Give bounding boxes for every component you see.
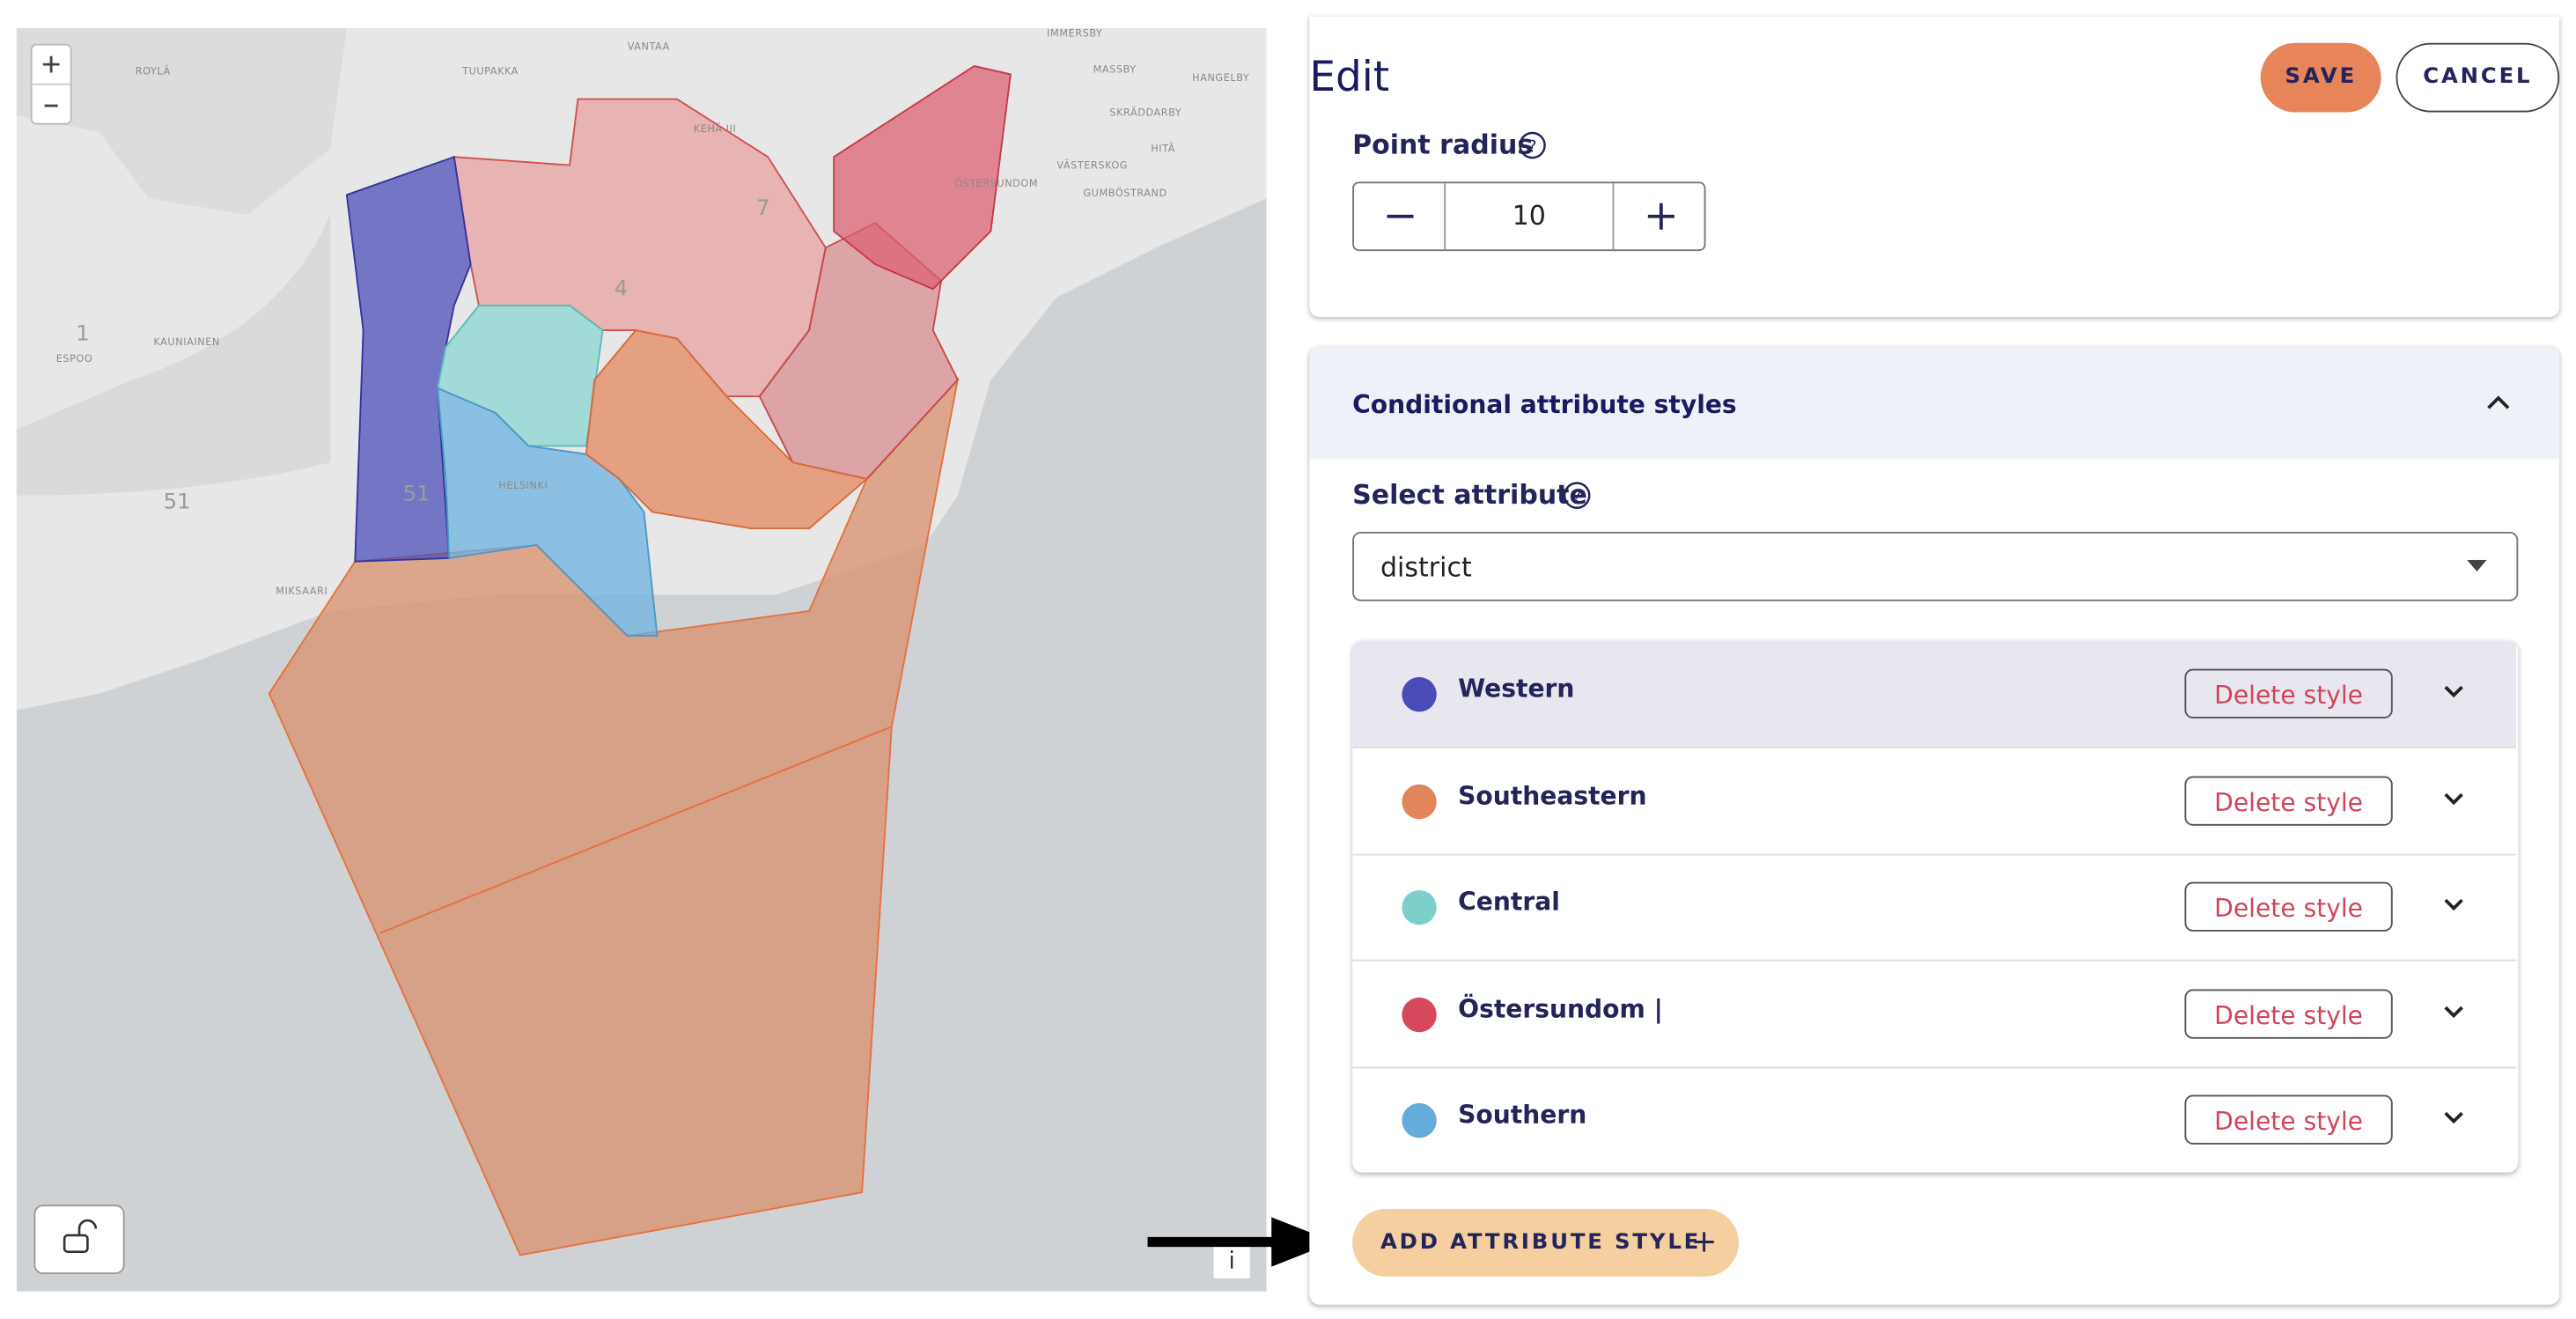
road-label: 4	[615, 276, 629, 301]
place-label: ESPOO	[56, 353, 93, 365]
section-title: Conditional attribute styles	[1352, 389, 1737, 420]
style-row[interactable]: Southeastern Delete style	[1352, 748, 2517, 855]
save-button[interactable]: SAVE	[2260, 42, 2381, 113]
delete-style-button[interactable]: Delete style	[2184, 881, 2393, 932]
svg-text:?: ?	[1572, 488, 1581, 506]
expand-icon[interactable]	[2442, 896, 2465, 913]
accordion-header[interactable]	[1309, 346, 2560, 460]
style-color	[1402, 783, 1437, 819]
arrow	[1147, 1217, 1335, 1267]
style-name: Southeastern	[1458, 780, 1647, 810]
edit-title: Edit	[1309, 53, 1390, 101]
style-name: Central	[1458, 887, 1560, 917]
dropdown-icon	[2467, 559, 2487, 571]
expand-icon[interactable]	[2442, 790, 2465, 807]
road-name: KEHÄ III	[694, 123, 737, 135]
selected-attribute: district	[1380, 551, 1472, 584]
place-label: HELSINKI	[498, 480, 548, 491]
style-name: Southern	[1458, 1100, 1587, 1130]
place-label: IMMERSBY	[1047, 28, 1102, 39]
style-name: Östersundom |	[1458, 993, 1663, 1023]
delete-style-button[interactable]: Delete style	[2184, 668, 2393, 718]
plus-icon	[1694, 1232, 1714, 1252]
expand-icon[interactable]	[2442, 683, 2465, 700]
lock-icon	[63, 1234, 89, 1254]
place-label: ROYLÄ	[136, 65, 171, 77]
place-label: HANGELBY	[1192, 72, 1249, 84]
info-button-label: i	[1229, 1248, 1235, 1274]
lock-button[interactable]	[33, 1205, 125, 1275]
select-label: Select attribute	[1352, 478, 1587, 511]
increment-button[interactable]	[1647, 203, 1674, 230]
collapse-icon[interactable]	[2485, 393, 2512, 413]
style-name: Western	[1458, 674, 1575, 704]
settings-card: Edit SAVE CANCEL Point radius ? 10	[1309, 16, 2560, 318]
district-southeastern	[585, 329, 869, 530]
add-style-label: ADD ATTRIBUTE STYLE	[1380, 1230, 1702, 1256]
expand-icon[interactable]	[2442, 1003, 2465, 1020]
map: ROYLÄ TUUPAKKA VANTAA IMMERSBY MASSBY HA…	[16, 27, 1267, 1292]
place-label: TUUPAKKA	[461, 65, 519, 77]
style-color	[1402, 996, 1437, 1032]
point-radius-label: Point radius	[1352, 129, 1534, 160]
style-row[interactable]: Southern Delete style	[1352, 1067, 2516, 1173]
place-label: MASSBY	[1093, 64, 1137, 76]
delete-style-button[interactable]: Delete style	[2184, 775, 2393, 825]
land	[16, 27, 347, 215]
add-style-button[interactable]: ADD ATTRIBUTE STYLE	[1352, 1208, 1740, 1277]
style-row[interactable]: Western Delete style	[1352, 640, 2517, 748]
place-label: SKRÄDDARBY	[1109, 107, 1181, 118]
zoom-icons	[42, 55, 60, 107]
help-icon[interactable]: ?	[1562, 481, 1592, 511]
cancel-button[interactable]: CANCEL	[2396, 42, 2560, 113]
style-color	[1402, 676, 1437, 712]
place-label: GUMBÖSTRAND	[1083, 188, 1167, 199]
place-label: KAUNIAINEN	[153, 336, 219, 348]
road-label: 7	[756, 195, 770, 220]
road-label: 51	[403, 480, 431, 505]
style-list: Western Delete style Southeastern Delete st…	[1352, 640, 2519, 1173]
lock-icon	[77, 1219, 98, 1235]
stepper-controls	[1387, 183, 1674, 250]
road-label: 1	[76, 320, 90, 345]
zoom-control[interactable]	[30, 43, 72, 125]
border	[379, 726, 893, 934]
district-southern	[436, 387, 659, 637]
help-icon[interactable]: ?	[1518, 130, 1548, 160]
lock-box[interactable]	[33, 1205, 125, 1275]
place-label: MIKSAARI	[276, 586, 328, 597]
pointer-arrow	[1147, 1217, 1335, 1267]
stepper: 10	[1352, 181, 1706, 252]
place-label: HITÄ	[1151, 144, 1175, 155]
road-label: 51	[164, 489, 191, 514]
attribute-select[interactable]: district	[1352, 531, 2519, 601]
conditional-card: Conditional attribute styles Select attr…	[1309, 346, 2560, 1305]
style-row[interactable]: Central Delete style	[1352, 854, 2517, 962]
expand-icon[interactable]	[2442, 1109, 2465, 1126]
svg-text:?: ?	[1528, 138, 1537, 157]
style-color	[1402, 889, 1437, 925]
district-ostersundom	[833, 65, 1012, 291]
info-button[interactable]	[1213, 1242, 1250, 1278]
style-color	[1402, 1102, 1437, 1138]
place-label: VANTAA	[628, 41, 670, 52]
delete-style-button[interactable]: Delete style	[2184, 1094, 2393, 1145]
place-label: ÖSTERSUNDOM	[954, 178, 1038, 189]
point-radius-value[interactable]: 10	[1512, 199, 1546, 232]
land	[16, 214, 331, 496]
delete-style-button[interactable]: Delete style	[2184, 988, 2393, 1038]
districts	[268, 65, 1012, 1256]
style-row[interactable]: Östersundom | Delete style	[1352, 961, 2517, 1068]
place-label: VÄSTERSKOG	[1056, 159, 1128, 171]
